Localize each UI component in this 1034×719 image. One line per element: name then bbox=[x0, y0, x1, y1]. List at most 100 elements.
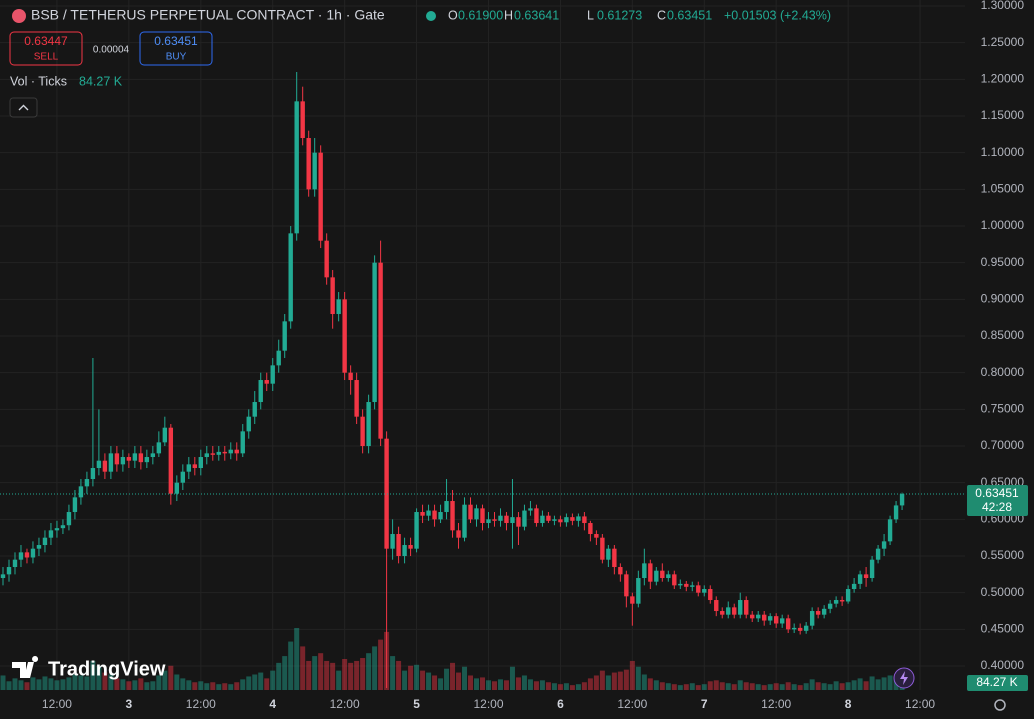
candle-body bbox=[881, 541, 887, 549]
volume-bar bbox=[72, 674, 78, 690]
volume-bar bbox=[336, 670, 342, 690]
volume-bar bbox=[683, 684, 689, 690]
candle-body bbox=[30, 548, 36, 558]
candle-body bbox=[72, 497, 78, 513]
status-dot bbox=[426, 11, 436, 21]
candle-body bbox=[306, 138, 311, 190]
candle-body bbox=[857, 574, 863, 584]
x-tick-label: 3 bbox=[126, 697, 133, 711]
candle-body bbox=[240, 431, 245, 454]
legend-key: C bbox=[657, 8, 666, 22]
volume-bar bbox=[48, 678, 54, 690]
candle-body bbox=[18, 552, 24, 560]
volume-bar bbox=[713, 680, 719, 690]
candle-body bbox=[654, 570, 659, 582]
volume-bar bbox=[108, 674, 114, 690]
candle-body bbox=[702, 589, 707, 593]
volume-bar bbox=[605, 675, 611, 690]
volume-bar bbox=[551, 683, 557, 690]
volume-bar bbox=[809, 679, 815, 690]
candle-body bbox=[815, 611, 821, 615]
candle-body bbox=[779, 618, 785, 624]
buy-button[interactable] bbox=[139, 31, 213, 66]
candle-body bbox=[456, 530, 461, 538]
chart-title: BSB / TETHERUS PERPETUAL CONTRACT · 1h ·… bbox=[31, 7, 385, 23]
y-tick-label: 0.40000 bbox=[981, 658, 1025, 672]
candle-body bbox=[132, 453, 138, 461]
volume-bar bbox=[132, 680, 138, 690]
countdown: 42:28 bbox=[982, 500, 1012, 514]
legend-key: H bbox=[504, 8, 513, 22]
volume-bar bbox=[378, 639, 384, 690]
volume-bar bbox=[306, 660, 312, 690]
legend-value: 0.63641 bbox=[514, 8, 559, 22]
candle-body bbox=[276, 350, 281, 366]
candle-body bbox=[294, 101, 299, 234]
volume-bar bbox=[396, 660, 402, 690]
candle-body bbox=[84, 479, 90, 487]
volume-bar bbox=[617, 671, 623, 690]
sell-button[interactable] bbox=[9, 31, 83, 66]
volume-tag-box bbox=[967, 675, 1028, 691]
volume-bar bbox=[252, 674, 258, 690]
candle-body bbox=[797, 627, 803, 631]
y-tick-label: 1.20000 bbox=[981, 72, 1025, 86]
volume-bar bbox=[833, 681, 839, 690]
candle-body bbox=[462, 504, 467, 538]
candle-body bbox=[678, 583, 683, 586]
y-tick-label: 1.00000 bbox=[981, 218, 1025, 232]
volume-bar bbox=[671, 684, 677, 690]
candle-body bbox=[348, 372, 353, 381]
volume-bar bbox=[36, 679, 42, 690]
volume-bar bbox=[438, 678, 444, 690]
candle-body bbox=[396, 534, 401, 557]
y-tick-label: 0.95000 bbox=[981, 255, 1025, 269]
y-tick-label: 0.55000 bbox=[981, 548, 1025, 562]
candle-body bbox=[738, 600, 743, 615]
candle-body bbox=[150, 453, 156, 458]
x-tick-label: 12:00 bbox=[905, 697, 935, 711]
candle-body bbox=[762, 614, 767, 621]
volume-bar bbox=[348, 662, 354, 690]
candle-body bbox=[60, 525, 66, 529]
candle-body bbox=[384, 438, 389, 549]
settings-button[interactable] bbox=[994, 699, 1006, 711]
volume-bar bbox=[402, 670, 408, 690]
candle-body bbox=[180, 471, 186, 483]
candle-body bbox=[612, 548, 617, 568]
candle-body bbox=[378, 262, 383, 439]
candle-body bbox=[600, 537, 605, 560]
candle-body bbox=[558, 519, 563, 523]
candle-body bbox=[126, 457, 132, 461]
candle-body bbox=[48, 530, 54, 538]
volume-bar bbox=[737, 680, 743, 690]
candle-body bbox=[875, 548, 881, 560]
volume-bar bbox=[485, 680, 491, 690]
candle-body bbox=[696, 585, 701, 593]
candle-body bbox=[144, 457, 150, 463]
volume-bar bbox=[887, 675, 893, 690]
candle-body bbox=[750, 614, 755, 619]
sell-price: 0.63447 bbox=[24, 34, 68, 48]
candle-body bbox=[342, 299, 347, 373]
collapse-button[interactable] bbox=[9, 97, 38, 118]
volume-bar bbox=[216, 684, 222, 690]
volume-bar bbox=[198, 681, 204, 690]
candle-body bbox=[318, 152, 323, 241]
candle-body bbox=[552, 519, 557, 521]
candle-body bbox=[839, 600, 845, 602]
candle-body bbox=[354, 380, 359, 417]
candle-body bbox=[360, 416, 365, 447]
candle-body bbox=[756, 614, 761, 619]
candle-body bbox=[833, 600, 839, 604]
volume-bar bbox=[450, 662, 456, 690]
volume-bar bbox=[246, 676, 252, 690]
volume-bar bbox=[767, 684, 773, 690]
volume-bar bbox=[144, 682, 150, 690]
volume-bar bbox=[156, 675, 162, 690]
volume-bar bbox=[773, 683, 779, 690]
candle-body bbox=[264, 380, 269, 384]
